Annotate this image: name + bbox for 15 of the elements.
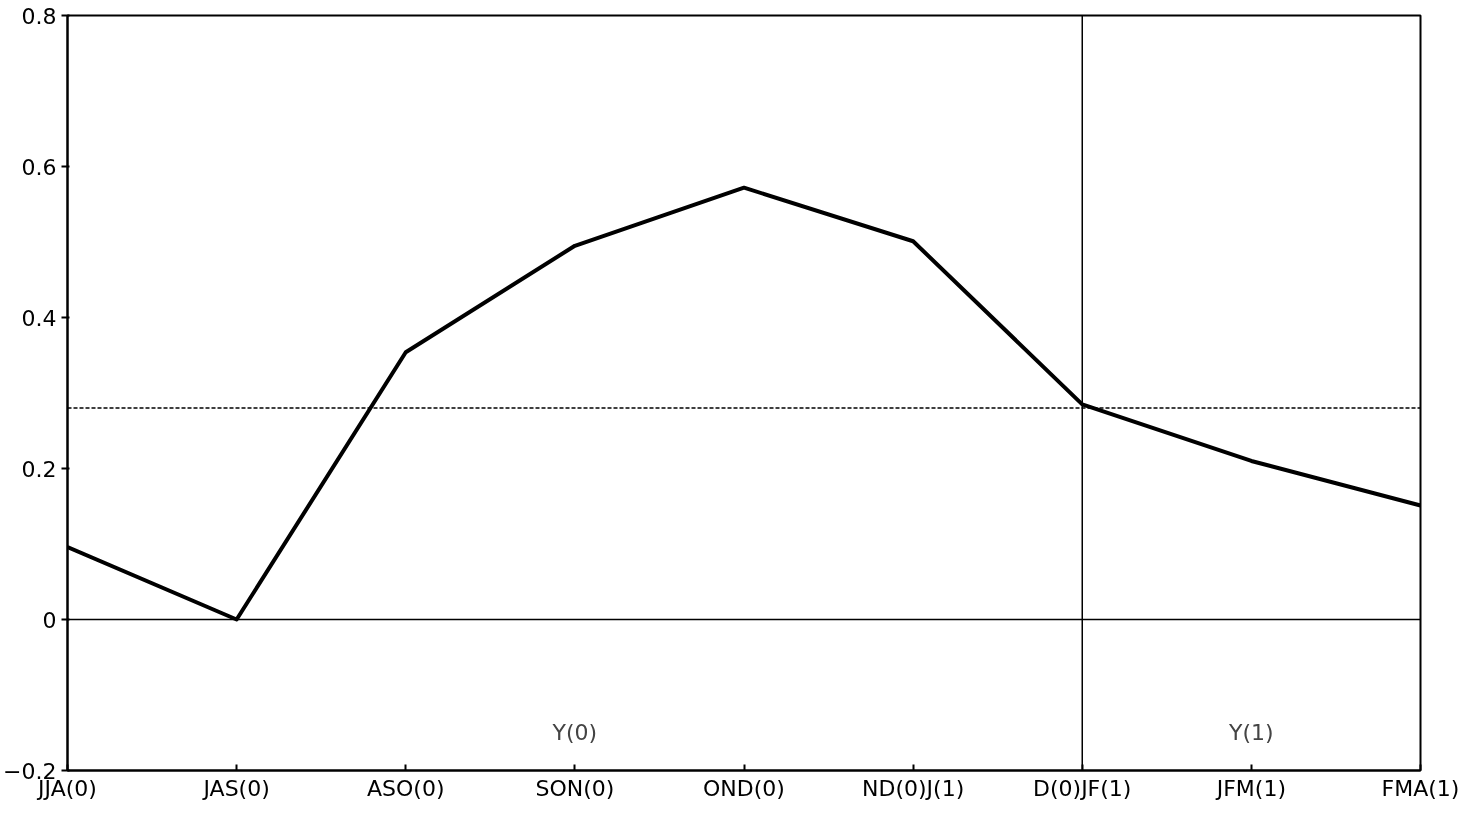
x-tick-label: SON(0): [535, 775, 615, 801]
y-tick-label: 0: [42, 607, 57, 633]
x-tick-label: D(0)JF(1): [1033, 775, 1132, 801]
y-tick-label: 0.8: [21, 3, 57, 29]
annotation: Y(1): [1228, 720, 1274, 746]
x-tick-label: JFM(1): [1214, 775, 1287, 801]
y-tick-label: 0.6: [21, 154, 57, 180]
annotation: Y(0): [551, 720, 598, 746]
x-tick-label: ASO(0): [367, 775, 445, 801]
x-tick-label: OND(0): [703, 775, 785, 801]
x-tick-label: ND(0)J(1): [862, 775, 965, 801]
x-tick-label: FMA(1): [1381, 775, 1460, 801]
y-tick-label: 0.4: [21, 305, 57, 331]
x-tick-label: JAS(0): [201, 775, 270, 801]
y-tick-label: 0.2: [21, 456, 57, 482]
